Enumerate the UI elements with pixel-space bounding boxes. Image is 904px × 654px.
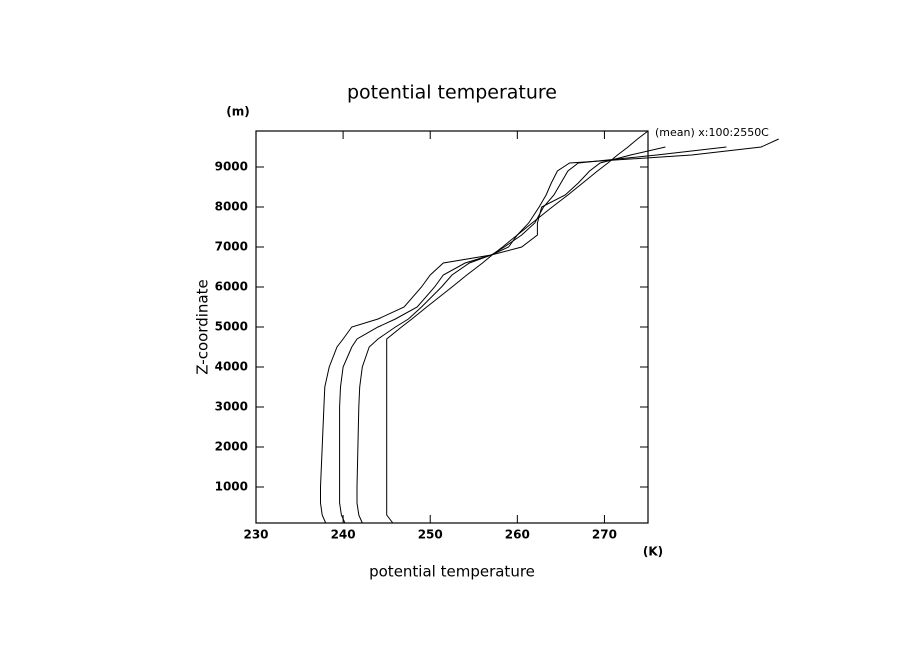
annotation: (mean) x:100:2550C xyxy=(655,126,769,139)
x-axis-label: potential temperature xyxy=(369,563,535,581)
y-axis-label: Z-coordinate xyxy=(194,279,212,374)
profile-line xyxy=(356,146,666,524)
profile-line xyxy=(386,130,649,524)
profile-line xyxy=(339,146,727,524)
y-tick-label: 5000 xyxy=(215,320,248,334)
x-tick-label: 260 xyxy=(505,528,530,542)
y-tick-label: 8000 xyxy=(215,200,248,214)
x-tick-label: 250 xyxy=(418,528,443,542)
x-tick-label: 270 xyxy=(592,528,617,542)
chart-title: potential temperature xyxy=(347,82,557,104)
x-unit: (K) xyxy=(643,545,663,559)
y-unit: (m) xyxy=(226,105,249,119)
profile-line xyxy=(320,138,779,524)
y-tick-label: 7000 xyxy=(215,240,248,254)
x-tick-label: 240 xyxy=(331,528,356,542)
plot-frame xyxy=(255,130,649,524)
y-tick-label: 4000 xyxy=(215,360,248,374)
y-tick-label: 1000 xyxy=(215,480,248,494)
y-tick-label: 3000 xyxy=(215,400,248,414)
y-tick-label: 2000 xyxy=(215,440,248,454)
x-tick-label: 230 xyxy=(243,528,268,542)
y-tick-label: 6000 xyxy=(215,280,248,294)
y-tick-label: 9000 xyxy=(215,160,248,174)
